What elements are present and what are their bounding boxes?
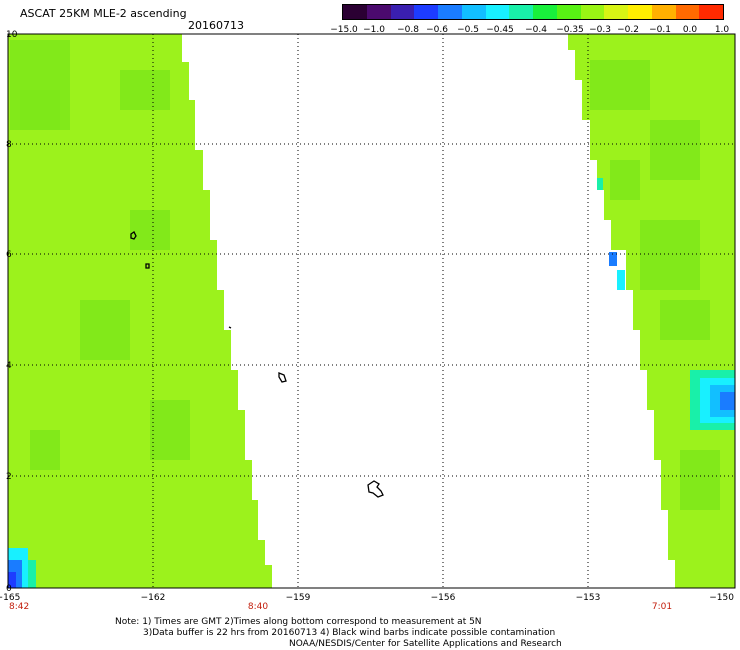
note-line-3: NOAA/NESDIS/Center for Satellite Applica… xyxy=(289,639,562,649)
wind-patch xyxy=(590,60,650,110)
longitude-label: −153 xyxy=(576,593,601,603)
time-labels: 8:42 8:40 7:01 xyxy=(9,602,672,612)
wind-patch xyxy=(30,430,60,470)
colorbar-segment xyxy=(438,5,462,19)
wind-patch xyxy=(120,70,170,110)
latitude-label: 8 xyxy=(6,140,12,150)
latitude-label: 4 xyxy=(6,361,12,371)
wind-patch xyxy=(610,160,640,200)
image-title: ASCAT 25KM MLE-2 ascending xyxy=(20,7,187,20)
wind-patch xyxy=(20,90,60,130)
colorbar-segment xyxy=(509,5,533,19)
longitude-labels: −165 −162 −159 −156 −153 −150 xyxy=(0,593,734,603)
colorbar-label: −0.45 xyxy=(486,25,514,35)
colorbar-segment xyxy=(604,5,628,19)
longitude-label: −156 xyxy=(431,593,456,603)
colorbar-label: −0.8 xyxy=(397,25,419,35)
latitude-label: 2 xyxy=(6,472,12,482)
wind-patch xyxy=(80,300,130,360)
colorbar-label: −0.4 xyxy=(525,25,547,35)
wind-patch xyxy=(640,220,700,290)
low-value-area-southwest xyxy=(8,548,36,588)
colorbar-segment xyxy=(390,5,415,19)
colorbar-label: 1.0 xyxy=(714,25,730,35)
time-label: 8:42 xyxy=(9,602,29,612)
time-label: 8:40 xyxy=(248,602,268,612)
colorbar-label: −0.3 xyxy=(589,25,611,35)
colorbar-label: 0.0 xyxy=(682,25,698,35)
colorbar-segment xyxy=(533,5,557,19)
latitude-label: 6 xyxy=(6,250,12,260)
wind-patch xyxy=(660,300,710,340)
time-label: 7:01 xyxy=(652,602,672,612)
colorbar-segment xyxy=(675,5,700,19)
colorbar-segment xyxy=(343,5,367,19)
longitude-label: −150 xyxy=(709,593,734,603)
wind-speed-patches xyxy=(10,40,720,510)
note-line-1: Note: 1) Times are GMT 2)Times along bot… xyxy=(115,617,482,627)
colorbar-segment xyxy=(461,5,486,19)
wind-patch xyxy=(130,210,170,250)
colorbar-label: −0.6 xyxy=(426,25,448,35)
colorbar-segment xyxy=(580,5,605,19)
colorbar-segment xyxy=(556,5,581,19)
colorbar-label: −0.2 xyxy=(617,25,639,35)
colorbar-segment xyxy=(699,5,723,19)
latitude-labels: 0 2 4 6 8 10 xyxy=(6,30,18,594)
latitude-label: 10 xyxy=(6,30,18,40)
color-scale-labels: −15.0 −1.0 −0.8 −0.6 −0.5 −0.45 −0.4 −0.35 −0.3−… xyxy=(330,25,740,37)
colorbar-segment xyxy=(366,5,391,19)
wind-patch xyxy=(150,400,190,460)
latitude-label: 0 xyxy=(6,584,12,594)
colorbar-label: −0.1 xyxy=(649,25,671,35)
colorbar-segment xyxy=(485,5,510,19)
longitude-label: −165 xyxy=(0,593,20,603)
colorbar-label: −15.0 xyxy=(330,25,358,35)
image-date: 20160713 xyxy=(188,19,244,32)
color-scale-bar xyxy=(342,4,724,20)
colorbar-label: −0.5 xyxy=(457,25,479,35)
wind-patch xyxy=(650,120,700,180)
longitude-label: −159 xyxy=(286,593,311,603)
colorbar-segment xyxy=(414,5,438,19)
island-outlines xyxy=(130,231,384,498)
note-line-2: 3)Data buffer is 22 hrs from 20160713 4)… xyxy=(143,628,556,638)
colorbar-label: −0.35 xyxy=(556,25,584,35)
colorbar-label: −1.0 xyxy=(363,25,385,35)
colorbar-segment xyxy=(628,5,652,19)
low-value-area-east xyxy=(597,178,735,430)
longitude-label: −162 xyxy=(141,593,166,603)
map-frame xyxy=(7,33,736,589)
map-grid xyxy=(8,34,735,588)
wind-patch xyxy=(680,450,720,510)
left-swath xyxy=(8,34,272,588)
colorbar-segment xyxy=(651,5,676,19)
